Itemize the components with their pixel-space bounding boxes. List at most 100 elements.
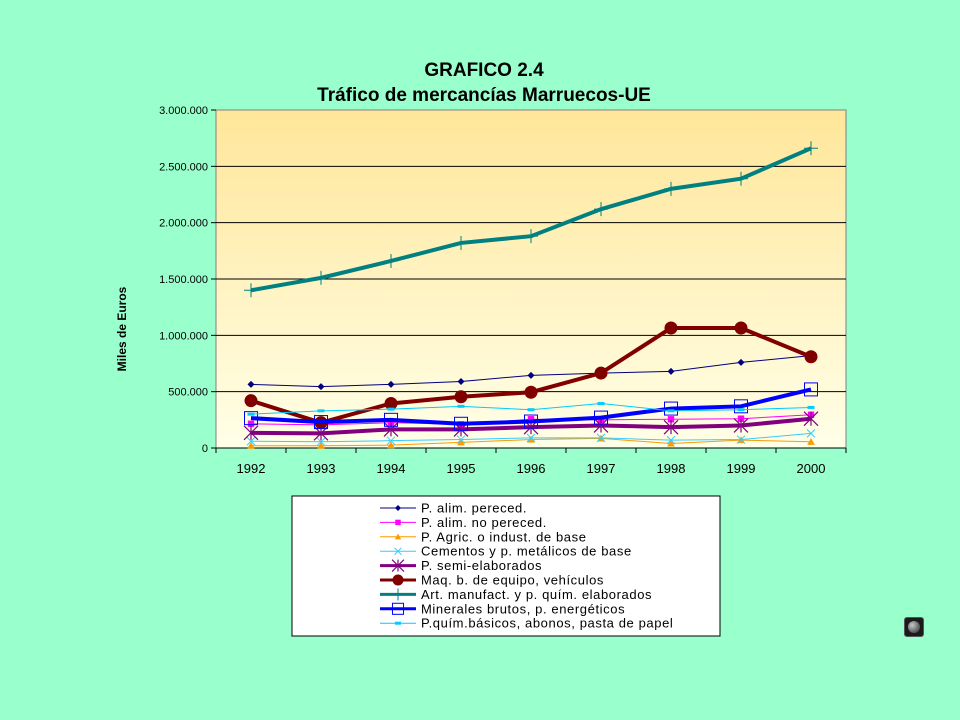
data-point (594, 366, 608, 380)
data-point (596, 433, 606, 443)
data-point (737, 408, 745, 412)
legend-entry: P.quím.básicos, abonos, pasta de papel (380, 616, 673, 631)
data-point (247, 441, 255, 449)
x-tick-label: 1993 (307, 461, 336, 476)
data-point (383, 421, 399, 437)
data-point (803, 411, 819, 427)
chart-title: GRAFICO 2.4 (424, 60, 544, 81)
x-tick-label: 1996 (517, 461, 546, 476)
data-point (457, 378, 465, 386)
legend-label: P. Agric. o indust. de base (421, 529, 587, 544)
legend-swatch-marker (394, 547, 402, 555)
data-point (737, 358, 745, 366)
legend-swatch-marker (395, 519, 401, 526)
data-point (664, 181, 678, 196)
data-point (387, 380, 395, 388)
y-tick-label: 2.500.000 (159, 161, 208, 173)
data-point (317, 441, 325, 449)
data-point (244, 283, 258, 298)
x-tick-label: 1998 (657, 461, 686, 476)
data-point (527, 416, 535, 423)
legend-label: P.quím.básicos, abonos, pasta de papel (421, 616, 673, 631)
data-point (524, 414, 538, 429)
data-point (597, 401, 605, 405)
legend-entry: Minerales brutos, p. energéticos (380, 601, 625, 616)
data-point (314, 415, 328, 430)
legend-swatch-marker (392, 588, 404, 601)
series-line (250, 387, 812, 426)
legend-swatch-marker (391, 559, 405, 572)
data-point (667, 416, 675, 423)
data-point (667, 439, 675, 447)
legend-entry: P. semi-elaborados (380, 558, 542, 573)
data-point (316, 437, 326, 447)
data-point (384, 253, 398, 268)
data-point (734, 171, 748, 186)
data-point (314, 270, 328, 285)
series-8 (247, 401, 815, 416)
data-point (734, 321, 748, 335)
series-5 (244, 321, 818, 430)
legend-label: Cementos y p. metálicos de base (421, 544, 632, 559)
data-point (594, 410, 608, 425)
data-point (527, 435, 535, 443)
y-tick-label: 3.000.000 (159, 105, 208, 117)
nav-button-icon (908, 621, 920, 633)
data-point (807, 438, 815, 445)
legend-swatch-marker (392, 574, 404, 586)
y-tick-label: 1.500.000 (159, 274, 208, 286)
data-point (527, 408, 535, 412)
series-4 (243, 411, 819, 441)
data-point (524, 385, 538, 399)
data-point (594, 202, 608, 217)
y-tick-label: 2.000.000 (159, 218, 208, 230)
y-tick-label: 1.000.000 (159, 330, 208, 342)
data-point (457, 404, 465, 408)
data-point (663, 419, 679, 435)
data-point (664, 321, 678, 335)
data-point (454, 416, 468, 431)
legend-label: P. alim. pereced. (421, 501, 527, 516)
x-tick-label: 1992 (237, 461, 266, 476)
x-tick-label: 1999 (727, 461, 756, 476)
data-point (527, 371, 535, 379)
y-tick-label: 500.000 (168, 387, 208, 399)
data-point (456, 435, 466, 444)
data-point (804, 141, 818, 156)
data-point (806, 428, 816, 438)
data-point (736, 435, 746, 444)
x-tick-label: 1997 (587, 461, 616, 476)
series-group (243, 141, 819, 449)
data-point (317, 409, 325, 413)
data-point (247, 380, 255, 388)
data-point (526, 433, 536, 443)
legend-swatch-marker (394, 533, 402, 540)
legend-entry: Cementos y p. metálicos de base (380, 544, 632, 559)
legend-entry: Art. manufact. y p. quím. elaborados (380, 587, 652, 602)
data-point (244, 411, 258, 426)
legend-entry: P. alim. pereced. (380, 501, 527, 516)
data-point (247, 420, 255, 427)
legend-swatch-marker (395, 505, 401, 511)
x-axis-ticks: 1992 1993 1994 1995 1996 1997 1998 1999 2000 (215, 447, 847, 476)
legend-entry: P. Agric. o indust. de base (380, 529, 587, 544)
data-point (807, 405, 815, 409)
data-point (734, 399, 748, 414)
x-tick-label: 1995 (447, 461, 476, 476)
data-point (247, 412, 255, 416)
data-point (454, 390, 468, 404)
data-point (524, 229, 538, 244)
legend-label: Art. manufact. y p. quím. elaborados (421, 587, 652, 602)
legend-label: Minerales brutos, p. energéticos (421, 601, 625, 616)
series-3 (246, 428, 816, 447)
legend-label: P. semi-elaborados (421, 558, 542, 573)
x-tick-label: 1994 (377, 461, 406, 476)
legend-swatch-marker (391, 602, 405, 615)
data-point (384, 396, 398, 410)
data-point (454, 235, 468, 250)
data-point (384, 412, 398, 427)
data-point (667, 409, 675, 413)
slide-nav-button[interactable] (904, 617, 924, 637)
data-point (664, 401, 678, 416)
data-point (387, 407, 395, 411)
